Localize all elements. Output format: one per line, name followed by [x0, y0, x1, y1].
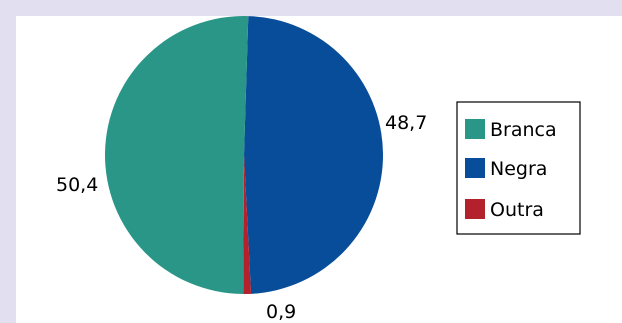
legend-swatch-branca: [465, 119, 485, 139]
pie-slice-outra: [243, 155, 252, 295]
pie-slices: [105, 16, 384, 295]
data-label-outra: 0,9: [266, 301, 296, 323]
legend: Branca Negra Outra: [456, 101, 581, 235]
pie-chart: 50,4 48,7 0,9 Branca Negra Outra: [56, 16, 581, 323]
legend-swatch-negra: [465, 158, 485, 178]
pie-slice-negra: [244, 16, 384, 294]
data-label-negra: 48,7: [385, 112, 427, 134]
legend-swatch-outra: [465, 199, 485, 219]
chart-frame: 50,4 48,7 0,9 Branca Negra Outra: [16, 16, 622, 323]
pie-slice-branca: [105, 16, 249, 294]
legend-label-branca: Branca: [490, 119, 557, 141]
data-label-branca: 50,4: [56, 174, 98, 196]
legend-label-negra: Negra: [490, 158, 547, 180]
legend-label-outra: Outra: [490, 199, 544, 221]
